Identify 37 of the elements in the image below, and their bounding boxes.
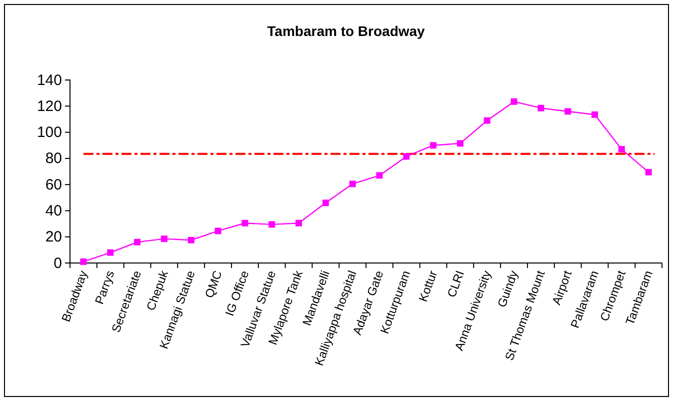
y-tick-label: 140 xyxy=(36,72,62,89)
point xyxy=(349,180,356,188)
point xyxy=(376,172,383,179)
point xyxy=(107,249,114,256)
point xyxy=(80,258,87,265)
x-tick-label: Kottur xyxy=(416,268,440,304)
y-tick-label: 60 xyxy=(45,176,62,194)
point xyxy=(510,98,518,105)
point xyxy=(322,200,329,206)
y-tick-label: 120 xyxy=(36,98,62,115)
y-tick-label: 20 xyxy=(45,228,62,246)
point xyxy=(214,228,222,234)
point xyxy=(403,153,410,160)
point xyxy=(295,220,302,226)
point xyxy=(430,142,437,149)
x-tick-label: IG Office xyxy=(222,268,252,318)
y-tick-label: 40 xyxy=(45,202,62,220)
y-tick-label: 80 xyxy=(45,150,62,168)
point xyxy=(268,221,276,228)
point xyxy=(645,168,652,176)
point xyxy=(134,238,141,246)
x-tick-label: Parrys xyxy=(92,268,118,306)
point xyxy=(591,111,598,118)
point xyxy=(484,117,490,124)
point xyxy=(456,140,464,147)
point xyxy=(188,236,194,244)
chart-title: Tambaram to Broadway xyxy=(267,23,426,39)
x-tick-label: QMC xyxy=(202,268,225,300)
point xyxy=(618,146,625,153)
x-tick-label: Airport xyxy=(549,268,575,307)
point xyxy=(564,108,572,115)
point xyxy=(160,236,168,242)
y-tick-label: 100 xyxy=(36,124,62,142)
y-tick-label: 0 xyxy=(54,254,62,272)
point xyxy=(242,220,248,226)
x-tick-label: CLRI xyxy=(444,268,467,300)
point xyxy=(538,104,544,112)
